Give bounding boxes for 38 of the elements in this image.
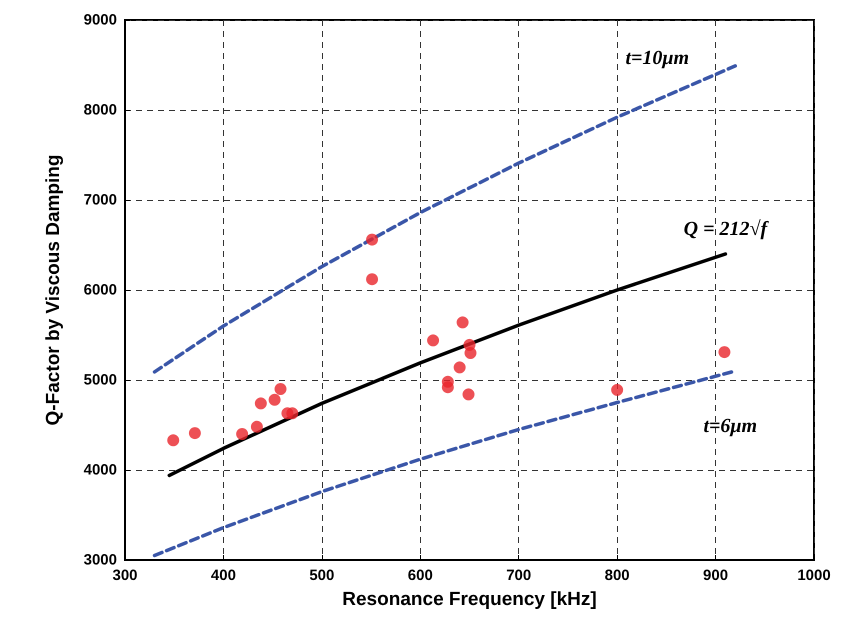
annotation: t=6μm: [703, 415, 758, 437]
point: [268, 394, 281, 406]
x-tick-label: 800: [604, 567, 630, 584]
x-tick-label: 400: [210, 567, 236, 584]
point: [462, 388, 475, 400]
y-tick-label: 4000: [84, 462, 117, 478]
y-tick-label: 6000: [84, 282, 117, 298]
point: [188, 427, 201, 440]
point: [167, 434, 180, 446]
point: [250, 420, 263, 433]
point: [254, 397, 267, 410]
y-tick-label: 8000: [84, 102, 117, 118]
point: [464, 347, 476, 359]
point: [442, 381, 454, 394]
y-tick-label: 3000: [84, 552, 117, 568]
y-tick-label: 7000: [84, 192, 117, 208]
x-tick-label: 900: [703, 567, 728, 584]
point: [286, 407, 298, 420]
point: [427, 334, 440, 346]
point: [718, 346, 730, 358]
point: [366, 234, 378, 246]
y-tick-label: 5000: [84, 372, 117, 388]
point: [456, 316, 469, 328]
annotation: t=10μm: [625, 46, 690, 69]
annotation: Q = 212√f: [684, 218, 770, 240]
point: [454, 361, 466, 374]
x-tick-label: 600: [408, 567, 433, 584]
x-tick-label: 300: [112, 567, 138, 584]
y-tick-label: 9000: [84, 12, 117, 28]
point: [274, 383, 287, 395]
x-axis-title: Resonance Frequency [kHz]: [342, 589, 597, 610]
x-tick-label: 1000: [797, 567, 831, 584]
y-axis-title: Q-Factor by Viscous Damping: [43, 154, 64, 426]
x-tick-label: 500: [309, 567, 334, 584]
point: [236, 428, 248, 440]
x-tick-label: 700: [506, 567, 532, 584]
point: [611, 384, 624, 396]
point: [366, 273, 378, 286]
